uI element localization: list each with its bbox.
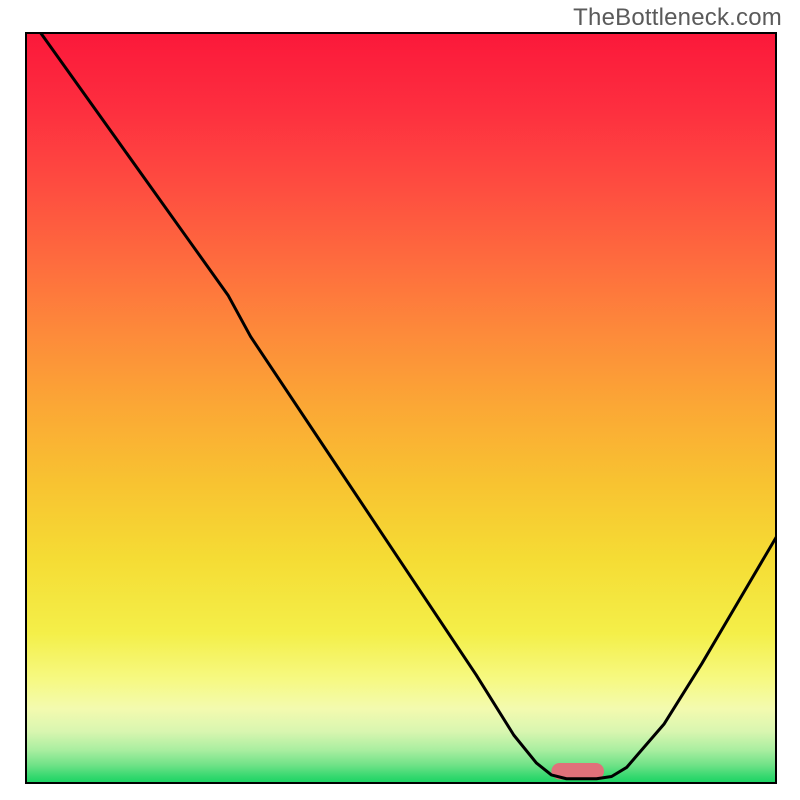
watermark-text: TheBottleneck.com [573, 4, 782, 32]
chart-svg [25, 32, 777, 784]
chart-background [25, 32, 777, 784]
bottleneck-chart [25, 32, 777, 784]
